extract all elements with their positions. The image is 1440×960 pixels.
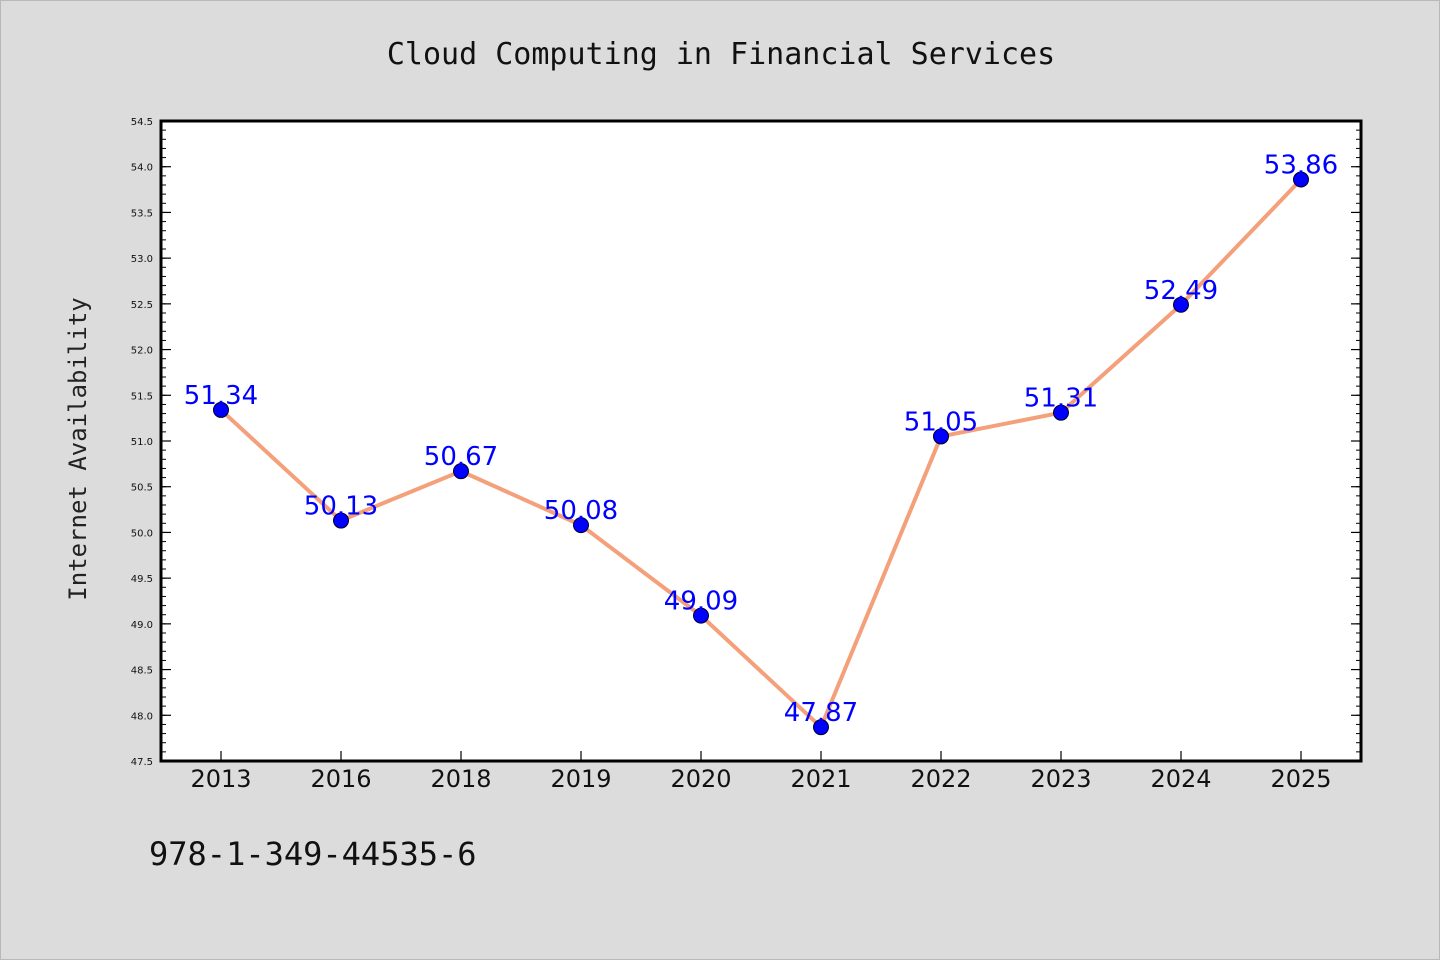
- data-label: 51.34: [184, 381, 258, 411]
- data-point: [693, 607, 709, 624]
- x-tick-label: 2019: [550, 765, 611, 793]
- y-tick-label: 51.0: [131, 437, 153, 448]
- x-tick-label: 2022: [910, 765, 971, 793]
- x-tick-label: 2025: [1270, 765, 1331, 793]
- y-tick-label: 52.0: [131, 346, 153, 357]
- data-point: [1053, 404, 1069, 421]
- data-point: [573, 517, 589, 534]
- x-tick-label: 2023: [1030, 765, 1091, 793]
- data-label: 47.87: [784, 698, 858, 728]
- data-series: 51.34 50.13 50.67 50.08 49.09 47.87 51.05 51.31…: [184, 151, 1338, 736]
- y-tick-label: 49.0: [131, 620, 153, 631]
- data-point: [1173, 296, 1189, 313]
- data-label: 50.08: [544, 496, 618, 526]
- y-tick-label: 48.0: [131, 711, 153, 722]
- data-point: [213, 401, 229, 418]
- y-tick-label: 49.5: [131, 574, 153, 585]
- data-point: [813, 719, 829, 736]
- x-tick-label: 2013: [190, 765, 251, 793]
- x-tick-label: 2020: [670, 765, 731, 793]
- x-tick-label: 2016: [310, 765, 371, 793]
- data-point: [333, 512, 349, 529]
- data-point: [453, 463, 469, 480]
- y-tick-label: 50.5: [131, 483, 153, 494]
- y-tick-label: 47.5: [131, 757, 153, 768]
- data-label: 51.31: [1024, 384, 1098, 414]
- plot-frame: [159, 119, 1363, 763]
- y-tick-label: 51.5: [131, 391, 153, 402]
- y-axis-label: Internet Availability: [64, 297, 92, 600]
- data-label: 53.86: [1264, 151, 1338, 181]
- series-line: [219, 178, 1303, 730]
- x-tick-label: 2018: [430, 765, 491, 793]
- y-tick-label: 54.0: [131, 163, 153, 174]
- x-axis: 2013 2016 2018 2019 2020 2021 2022 2023 2024 2025: [190, 751, 1332, 793]
- data-label: 52.49: [1144, 276, 1218, 306]
- y-tick-label: 54.5: [131, 117, 153, 128]
- y-tick-label: 53.5: [131, 208, 153, 219]
- y-tick-label: 52.5: [131, 300, 153, 311]
- y-tick-label: 53.0: [131, 254, 153, 265]
- data-label: 51.05: [904, 407, 978, 437]
- y-tick-label: 50.0: [131, 528, 153, 539]
- data-point: [933, 428, 949, 445]
- footnote-isbn: 978-1-349-44535-6: [149, 835, 477, 873]
- data-label: 50.13: [304, 492, 378, 522]
- y-tick-label: 48.5: [131, 666, 153, 677]
- chart-title: Cloud Computing in Financial Services: [387, 37, 1055, 72]
- x-tick-label: 2024: [1150, 765, 1211, 793]
- plot-area: [161, 121, 1361, 761]
- data-label: 49.09: [664, 587, 738, 617]
- y-axis: 47.5 48.0 48.5 49.0 49.5 50.0 50.5 51.0 51.5 52.0…: [131, 117, 1361, 768]
- data-point: [1293, 171, 1309, 188]
- data-label: 50.67: [424, 442, 498, 472]
- x-tick-label: 2021: [790, 765, 851, 793]
